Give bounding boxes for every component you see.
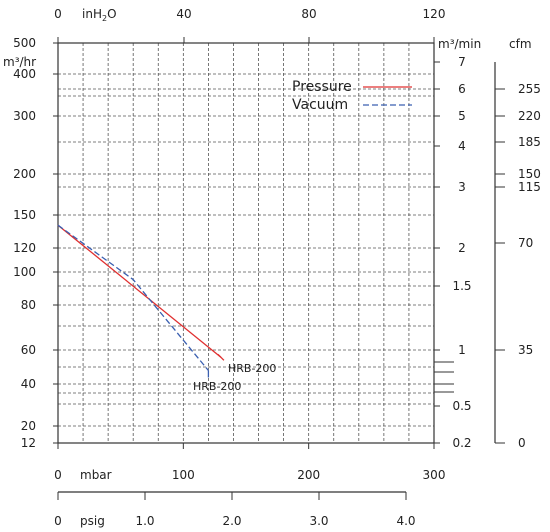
left-tick-label: 20 — [21, 419, 36, 433]
right-tick-label-m3min: 3 — [458, 180, 466, 194]
mbar-tick-label: 100 — [172, 468, 195, 482]
right-axis-title-cfm: cfm — [509, 37, 532, 51]
left-tick-label: 80 — [21, 298, 36, 312]
axis-titles: mbar psig inH2O m³/hr m³/min cfm — [3, 7, 532, 528]
mbar-tick-label: 300 — [423, 468, 446, 482]
left-tick-label: 60 — [21, 343, 36, 357]
left-axis-title: m³/hr — [3, 55, 36, 69]
axes: 50040030020015012010080604020127654321.5… — [13, 7, 541, 528]
left-tick-label: 12 — [21, 436, 36, 450]
pressure-end-marker — [217, 353, 225, 361]
left-tick-label: 40 — [21, 377, 36, 391]
right-tick-label-m3min: 1.5 — [452, 279, 471, 293]
right-tick-label-m3min: 0.2 — [452, 436, 471, 450]
cfm-tick-label: 70 — [518, 236, 533, 250]
bottom-axis-title-psig: psig — [80, 514, 105, 528]
top-tick-label: 80 — [301, 7, 316, 21]
legend-label-vacuum: Vacuum — [292, 97, 348, 113]
mbar-tick-label: 200 — [297, 468, 320, 482]
top-tick-label: 40 — [176, 7, 191, 21]
mbar-tick-label: 0 — [54, 468, 62, 482]
right-axis-title-m3min: m³/min — [438, 37, 481, 51]
plot-border — [57, 42, 435, 444]
legend: Pressure Vacuum — [292, 79, 412, 113]
bottom-axis-title-mbar: mbar — [80, 468, 112, 482]
right-tick-label-m3min: 1 — [458, 343, 466, 357]
vacuum-curve — [57, 224, 209, 371]
right-tick-label-m3min: 4 — [458, 139, 466, 153]
psig-tick-label: 1.0 — [135, 514, 154, 528]
left-tick-label: 100 — [13, 265, 36, 279]
right-tick-label-m3min: 7 — [458, 55, 466, 69]
right-tick-label-m3min: 0.5 — [452, 399, 471, 413]
plot-frame — [57, 42, 435, 444]
left-tick-label: 400 — [13, 67, 36, 81]
pressure-curve — [57, 224, 222, 358]
cfm-tick-label: 0 — [518, 436, 526, 450]
left-tick-label: 500 — [13, 36, 36, 50]
left-tick-label: 150 — [13, 208, 36, 222]
right-tick-label-m3min: 5 — [458, 109, 466, 123]
top-tick-label: 0 — [54, 7, 62, 21]
vacuum-model-label: HRB-200 — [193, 380, 241, 393]
cfm-tick-label: 150 — [518, 167, 541, 181]
pressure-model-label: HRB-200 — [228, 362, 276, 375]
legend-label-pressure: Pressure — [292, 79, 352, 95]
top-axis-title-inh2o: inH2O — [82, 7, 117, 23]
psig-tick-label: 0 — [54, 514, 62, 528]
cfm-tick-label: 115 — [518, 180, 541, 194]
annotations: HRB-200 HRB-200 — [193, 362, 276, 393]
left-tick-label: 200 — [13, 167, 36, 181]
cfm-tick-label: 35 — [518, 343, 533, 357]
cfm-tick-label: 255 — [518, 82, 541, 96]
series-lines — [57, 224, 225, 378]
psig-tick-label: 3.0 — [309, 514, 328, 528]
cfm-tick-label: 220 — [518, 109, 541, 123]
right-tick-label-m3min: 6 — [458, 82, 466, 96]
cfm-tick-label: 185 — [518, 135, 541, 149]
left-tick-label: 120 — [13, 241, 36, 255]
left-tick-label: 300 — [13, 109, 36, 123]
grid — [58, 43, 434, 443]
psig-tick-label: 4.0 — [396, 514, 415, 528]
top-tick-label: 120 — [423, 7, 446, 21]
psig-tick-label: 2.0 — [222, 514, 241, 528]
right-tick-label-m3min: 2 — [458, 241, 466, 255]
